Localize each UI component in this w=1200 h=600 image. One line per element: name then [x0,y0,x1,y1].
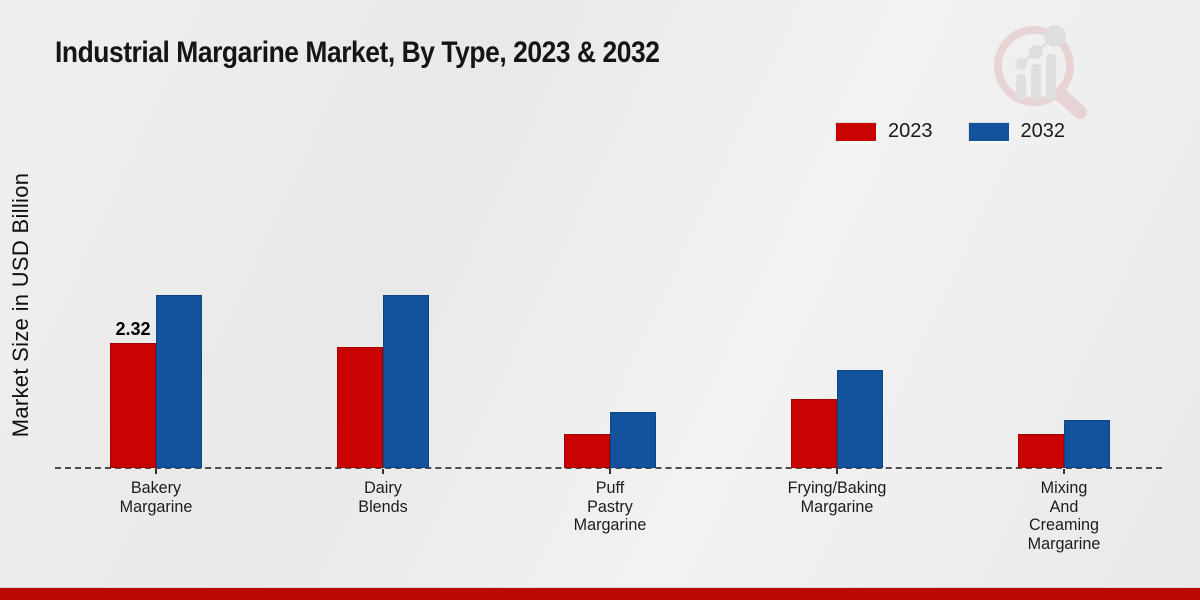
x-axis-label-5: Mixing And Creaming Margarine [1027,478,1101,554]
bar-2032-4 [837,370,883,468]
legend-label-2032: 2032 [1020,120,1066,142]
x-axis-tick [836,469,838,474]
legend: 2023 2032 [836,120,1065,143]
x-axis-tick [382,469,384,474]
legend-swatch-2023 [836,122,876,141]
bar-2023-3 [564,434,610,468]
bar-2023-1 [110,343,156,468]
magnifier-bar-chart-logo-icon [994,25,1087,119]
x-axis-baseline [55,467,1162,469]
x-axis-label-2: Dairy Blends [358,478,408,516]
x-axis-tick [155,469,157,474]
bar-2023-5 [1018,434,1064,468]
chart-title: Industrial Margarine Market, By Type, 20… [55,36,660,69]
bar-2032-3 [610,412,656,468]
bar-2032-2 [383,295,429,468]
legend-item-2023: 2023 [836,120,933,143]
x-axis-tick [1063,469,1065,474]
bar-2032-1 [156,295,202,468]
x-axis-label-3: Puff Pastry Margarine [573,478,647,535]
legend-label-2023: 2023 [888,120,933,142]
x-axis-label-1: Bakery Margarine [119,478,193,516]
bar-2032-5 [1064,420,1110,468]
bar-2023-4 [791,399,837,468]
x-axis-label-4: Frying/Baking Margarine [787,478,887,516]
bar-2023-2 [337,347,383,468]
bar-value-label: 2.32 [115,319,151,339]
x-axis-tick [609,469,611,474]
legend-swatch-2032 [968,122,1009,141]
y-axis-label: Market Size in USD Billion [8,172,33,438]
footer-accent-bar [0,587,1200,600]
legend-item-2032: 2032 [968,120,1066,143]
